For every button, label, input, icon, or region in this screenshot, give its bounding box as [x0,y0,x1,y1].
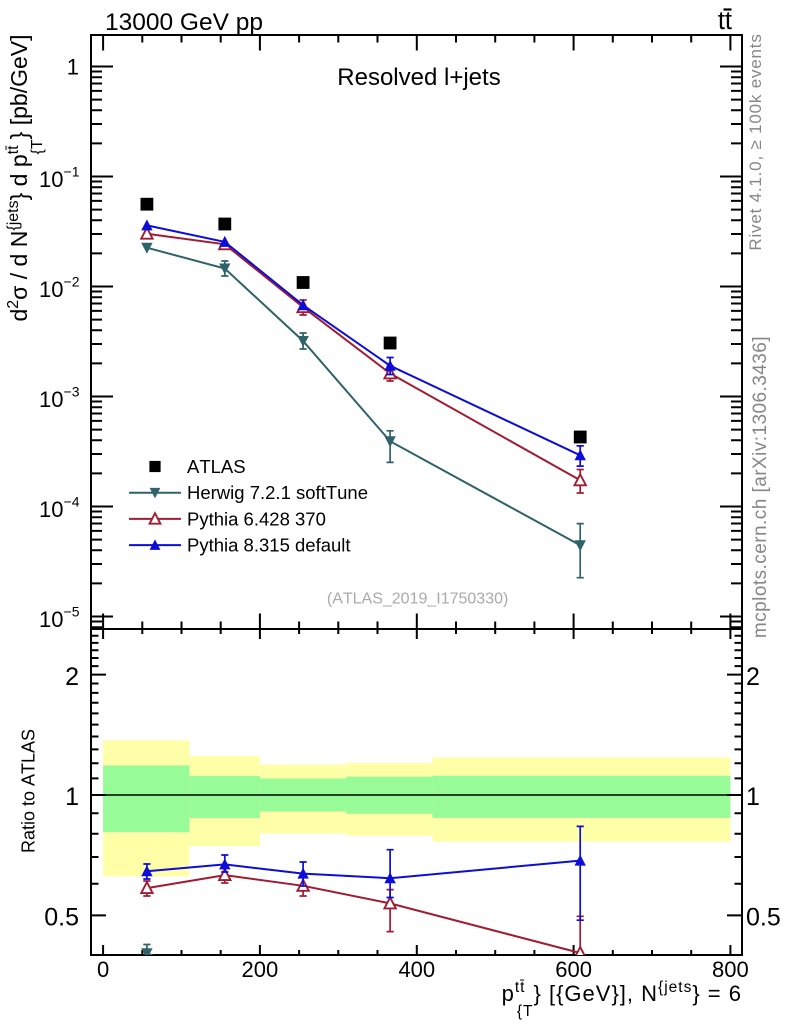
svg-text:200: 200 [242,957,279,982]
svg-text:2: 2 [746,663,760,691]
svg-text:1: 1 [746,783,760,811]
svg-text:0.5: 0.5 [44,904,79,932]
svg-text:0: 0 [97,957,109,982]
svg-text:Pythia 6.428 370: Pythia 6.428 370 [187,508,326,529]
svg-text:400: 400 [398,957,435,982]
svg-text:0.5: 0.5 [746,904,781,932]
svg-text:800: 800 [712,957,749,982]
svg-text:1: 1 [65,783,79,811]
svg-text:ATLAS: ATLAS [187,456,246,477]
svg-text:600: 600 [555,957,592,982]
svg-text:13000 GeV pp: 13000 GeV pp [105,9,263,36]
svg-text:Rivet 4.1.0, ≥ 100k events: Rivet 4.1.0, ≥ 100k events [746,33,765,250]
svg-text:Ratio to ATLAS: Ratio to ATLAS [19,729,39,853]
svg-text:Resolved l+jets: Resolved l+jets [337,64,500,91]
svg-text:2: 2 [65,663,79,691]
svg-text:(ATLAS_2019_I1750330): (ATLAS_2019_I1750330) [327,591,508,608]
svg-text:Pythia 8.315 default: Pythia 8.315 default [187,535,351,556]
svg-text:1: 1 [67,55,79,80]
svg-text:mcplots.cern.ch [arXiv:1306.34: mcplots.cern.ch [arXiv:1306.3436] [750,336,771,638]
svg-text:tt: tt [718,7,732,35]
svg-text:Herwig 7.2.1 softTune: Herwig 7.2.1 softTune [187,482,368,503]
